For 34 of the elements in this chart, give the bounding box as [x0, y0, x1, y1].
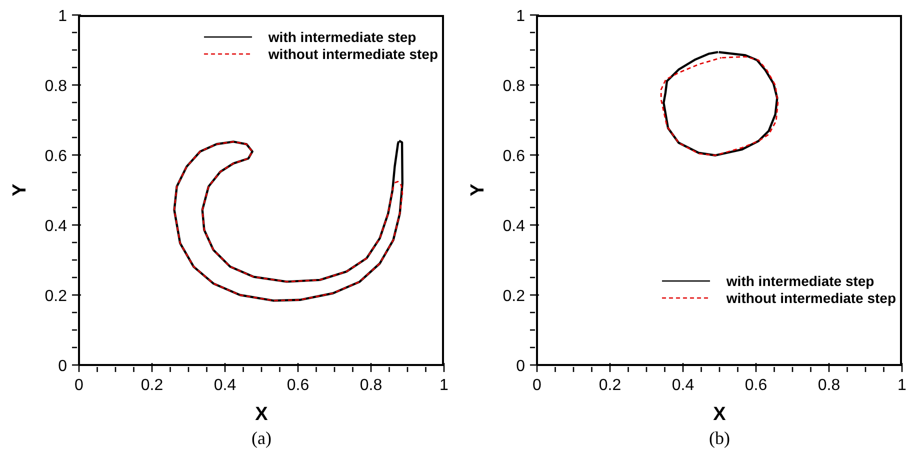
y-tick-label: 0.2 — [44, 288, 68, 305]
y-tick-label: 0 — [58, 358, 68, 375]
x-tick-label: 0.2 — [598, 377, 622, 394]
y-tick-label: 0.2 — [502, 288, 526, 305]
y-tick-label: 1 — [516, 8, 526, 25]
x-tick-label: 0.8 — [818, 377, 840, 394]
y-tick-label: 0.8 — [44, 78, 68, 95]
x-tick-label: 0.6 — [744, 377, 768, 394]
text: (a) — [250, 428, 272, 449]
legend-label: with intermediate step — [726, 272, 874, 288]
y-axis-title: Y — [10, 183, 31, 196]
y-tick-label: 1 — [58, 8, 68, 25]
x-tick-label: 0.8 — [360, 377, 382, 394]
y-tick-label: 0.6 — [44, 148, 68, 165]
x-tick-label: 0.4 — [672, 377, 694, 394]
x-tick-label: 0.2 — [140, 377, 164, 394]
x-tick-label: 1 — [898, 377, 907, 394]
text: (b) — [708, 428, 731, 449]
y-axis-title: Y — [468, 183, 489, 196]
y-tick-label: 0.6 — [502, 148, 526, 165]
x-axis-title: X — [713, 404, 726, 425]
legend-label: without intermediate step — [268, 46, 438, 62]
x-tick-label: 0.4 — [214, 377, 236, 394]
x-tick-label: 0.6 — [286, 377, 310, 394]
legend-label: without intermediate step — [726, 290, 896, 306]
x-tick-label: 0 — [74, 377, 84, 394]
y-tick-label: 0.8 — [502, 78, 526, 95]
x-tick-label: 1 — [440, 377, 449, 394]
y-tick-label: 0.4 — [44, 218, 68, 235]
legend-label: with intermediate step — [268, 28, 416, 44]
y-tick-label: 0 — [516, 358, 526, 375]
x-tick-label: 0 — [532, 377, 542, 394]
y-tick-label: 0.4 — [502, 218, 526, 235]
x-axis-title: X — [255, 404, 268, 425]
